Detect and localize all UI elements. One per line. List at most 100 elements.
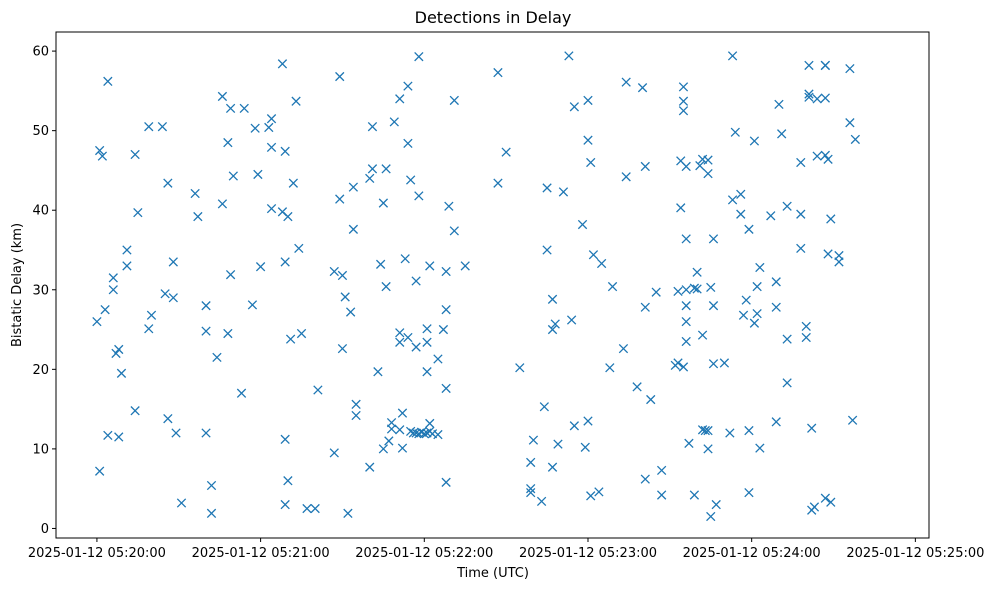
detection-point <box>433 354 443 364</box>
detection-point <box>809 502 820 512</box>
detection-point <box>266 114 277 124</box>
detection-point <box>114 432 124 442</box>
detection-point <box>283 476 293 486</box>
detection-point <box>569 102 580 112</box>
detection-point <box>395 425 405 435</box>
detection-point <box>201 326 211 336</box>
detection-point <box>373 367 383 377</box>
detection-point <box>678 82 689 92</box>
detection-point <box>329 448 339 458</box>
detection-point <box>826 214 836 224</box>
detection-point <box>703 155 713 165</box>
detection-point <box>744 487 754 498</box>
detection-point <box>94 145 105 156</box>
detection-point <box>367 164 378 174</box>
detection-point <box>103 430 113 441</box>
detection-point <box>536 496 547 507</box>
detection-point <box>553 439 563 449</box>
detection-point <box>689 283 700 293</box>
detection-point <box>449 226 459 236</box>
detection-point <box>711 499 721 510</box>
detection-point <box>449 95 459 106</box>
detection-point <box>403 332 413 343</box>
detection-point <box>103 76 113 86</box>
detection-point <box>100 305 110 315</box>
detection-point <box>386 417 397 428</box>
detection-point <box>375 259 386 269</box>
detection-point <box>744 224 754 234</box>
detection-point <box>782 378 792 388</box>
detection-point <box>801 321 811 332</box>
detection-point <box>411 342 421 352</box>
detection-point <box>94 466 105 476</box>
detection-point <box>277 59 288 69</box>
detection-point <box>558 187 569 197</box>
detection-point <box>405 175 416 185</box>
detection-point <box>607 281 618 292</box>
detection-point <box>583 416 593 426</box>
detection-point <box>381 281 391 292</box>
detection-point <box>460 261 470 271</box>
detection-point <box>239 103 249 114</box>
detection-point <box>223 137 233 148</box>
detection-point <box>378 198 389 208</box>
detection-point <box>335 71 345 82</box>
detection-point <box>160 289 170 299</box>
detection-point <box>419 429 429 439</box>
detection-point <box>774 99 784 110</box>
y-axis-label: Bistatic Delay (km) <box>10 223 25 347</box>
detection-point <box>365 173 375 184</box>
detection-point <box>708 234 719 244</box>
detection-point <box>796 243 806 254</box>
x-tick-label: 2025-01-12 05:25:00 <box>846 546 984 561</box>
detection-point <box>414 191 424 201</box>
detection-point <box>225 269 236 280</box>
detection-point <box>596 258 607 269</box>
detection-point <box>411 276 421 286</box>
detection-point <box>206 508 217 518</box>
detection-point <box>678 362 689 372</box>
detection-point <box>695 161 705 171</box>
detection-point <box>550 319 560 329</box>
x-axis: 2025-01-12 05:20:00 2025-01-12 05:21:00 20… <box>28 538 984 561</box>
detection-point <box>703 444 713 454</box>
detection-point <box>441 266 451 277</box>
detection-point <box>823 249 833 259</box>
detection-point <box>656 465 667 476</box>
detection-point <box>425 261 435 271</box>
detection-point <box>700 425 710 436</box>
detection-point <box>206 480 217 491</box>
detection-point <box>782 201 792 211</box>
detection-point <box>444 201 454 211</box>
detection-point <box>586 157 596 168</box>
detection-point <box>395 94 405 104</box>
detection-point <box>400 254 410 264</box>
detection-point <box>493 67 503 78</box>
detection-point <box>681 336 691 347</box>
detection-point <box>441 383 451 394</box>
detection-point <box>708 359 719 369</box>
detection-point <box>689 490 700 500</box>
detection-point <box>812 151 822 161</box>
detection-point <box>820 93 830 103</box>
detection-point <box>820 493 830 503</box>
detection-point <box>122 261 132 271</box>
x-tick-label: 2025-01-12 05:22:00 <box>355 546 493 561</box>
detection-point <box>528 435 539 445</box>
detection-point <box>285 334 296 344</box>
detection-point <box>422 324 432 334</box>
detection-point <box>351 399 361 409</box>
detection-point <box>441 305 451 315</box>
detection-point <box>727 51 738 61</box>
detection-point <box>365 462 375 472</box>
detection-point <box>594 487 604 497</box>
detection-point <box>422 367 432 377</box>
detection-point <box>403 138 413 149</box>
detection-point <box>804 60 814 71</box>
detection-point <box>766 211 776 221</box>
detection-point <box>542 183 552 193</box>
detection-point <box>782 334 792 344</box>
detection-point <box>586 491 596 501</box>
detection-point <box>92 316 102 327</box>
detection-point <box>847 415 858 425</box>
